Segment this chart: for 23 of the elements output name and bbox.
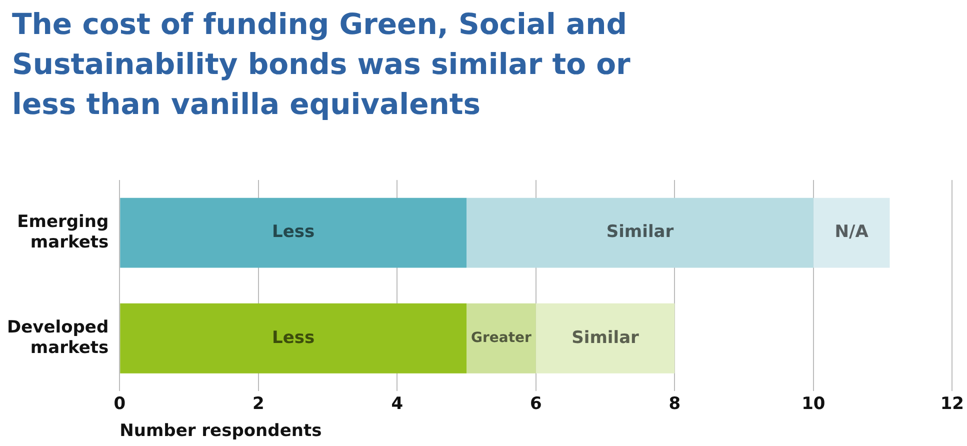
bar — [813, 198, 890, 268]
text: Similar — [606, 222, 674, 242]
x-axis-title: Number respondents — [120, 421, 322, 442]
x-tick-label: 4 — [391, 394, 404, 414]
x-tick-label: 10 — [802, 394, 826, 414]
y-tick-label: Developed markets — [6, 318, 109, 358]
x-tick-label: 2 — [252, 394, 264, 414]
bar — [466, 303, 536, 374]
x-tick-label: 8 — [668, 394, 681, 414]
bar — [466, 198, 814, 268]
x-tick-label: 0 — [114, 394, 126, 414]
x-tick-label: 6 — [530, 394, 542, 414]
series-label: Greater — [470, 330, 532, 346]
chart-title: The cost of funding Green, Social and Sustainability bonds was similar to or less than vanilla equivalents — [12, 6, 632, 123]
bar — [120, 198, 467, 268]
bar — [120, 303, 467, 374]
series-label: Similar — [572, 328, 640, 348]
bar — [536, 303, 675, 374]
x-tick-label: 12 — [940, 394, 964, 414]
text: Less — [272, 222, 315, 242]
series-label: Less — [272, 328, 315, 348]
series-label: N/A — [834, 222, 870, 242]
y-tick-label: Emerging markets — [17, 212, 109, 252]
